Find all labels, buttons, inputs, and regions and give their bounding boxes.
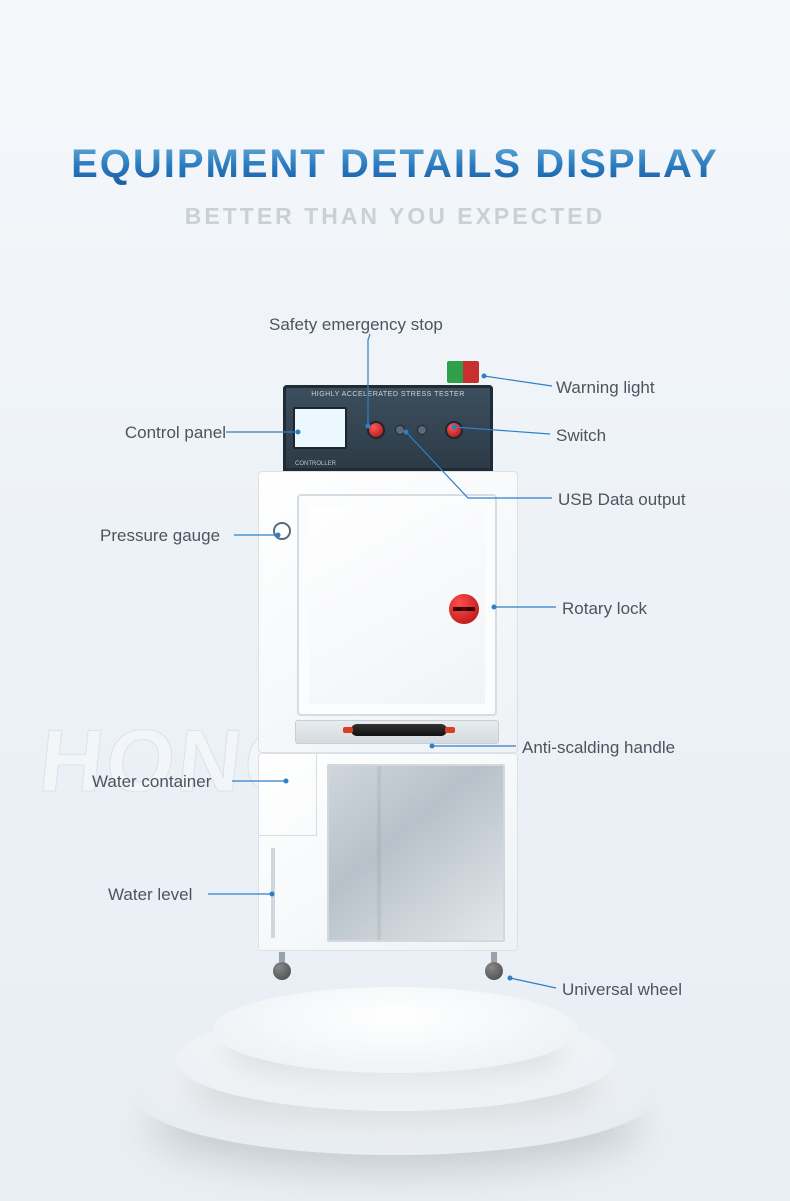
panel-title: HIGHLY ACCELERATED STRESS TESTER [283,391,493,398]
water-level [271,848,275,938]
callout-water-container: Water container [92,772,211,792]
callout-rotary-lock: Rotary lock [562,599,647,619]
usb-port [395,425,405,435]
main-title: EQUIPMENT DETAILS DISPLAY [0,142,790,187]
callout-universal-wheel: Universal wheel [562,980,682,1000]
control-panel: HIGHLY ACCELERATED STRESS TESTER CONTROL… [283,385,493,471]
panel-label: CONTROLLER [295,461,336,467]
estop-button [367,421,385,439]
callout-usb-data-output: USB Data output [558,490,686,510]
universal-wheel-right [483,952,505,980]
controller-screen [293,407,347,449]
aux-port [417,425,427,435]
callout-control-panel: Control panel [125,423,226,443]
callout-pressure-gauge: Pressure gauge [100,526,220,546]
callout-safety-emergency-stop: Safety emergency stop [269,315,443,335]
anti-scalding-handle [351,724,447,736]
pressure-gauge [273,522,291,540]
universal-wheel-left [271,952,293,980]
callout-anti-scalding-handle: Anti-scalding handle [522,738,675,758]
callout-water-level: Water level [108,885,192,905]
header: EQUIPMENT DETAILS DISPLAY BETTER THAN YO… [0,142,790,230]
callout-switch: Switch [556,426,606,446]
power-switch [445,421,463,439]
machine: HIGHLY ACCELERATED STRESS TESTER CONTROL… [258,385,518,983]
pedestal-base-3 [213,987,578,1073]
callout-warning-light: Warning light [556,378,655,398]
machine-upper-body [258,471,518,753]
warning-light [447,361,479,383]
lower-cavity [327,764,505,942]
rotary-lock [449,594,479,624]
sub-title: BETTER THAN YOU EXPECTED [0,203,790,230]
water-container [259,754,317,836]
machine-lower-body [258,753,518,951]
chamber-door [297,494,497,716]
